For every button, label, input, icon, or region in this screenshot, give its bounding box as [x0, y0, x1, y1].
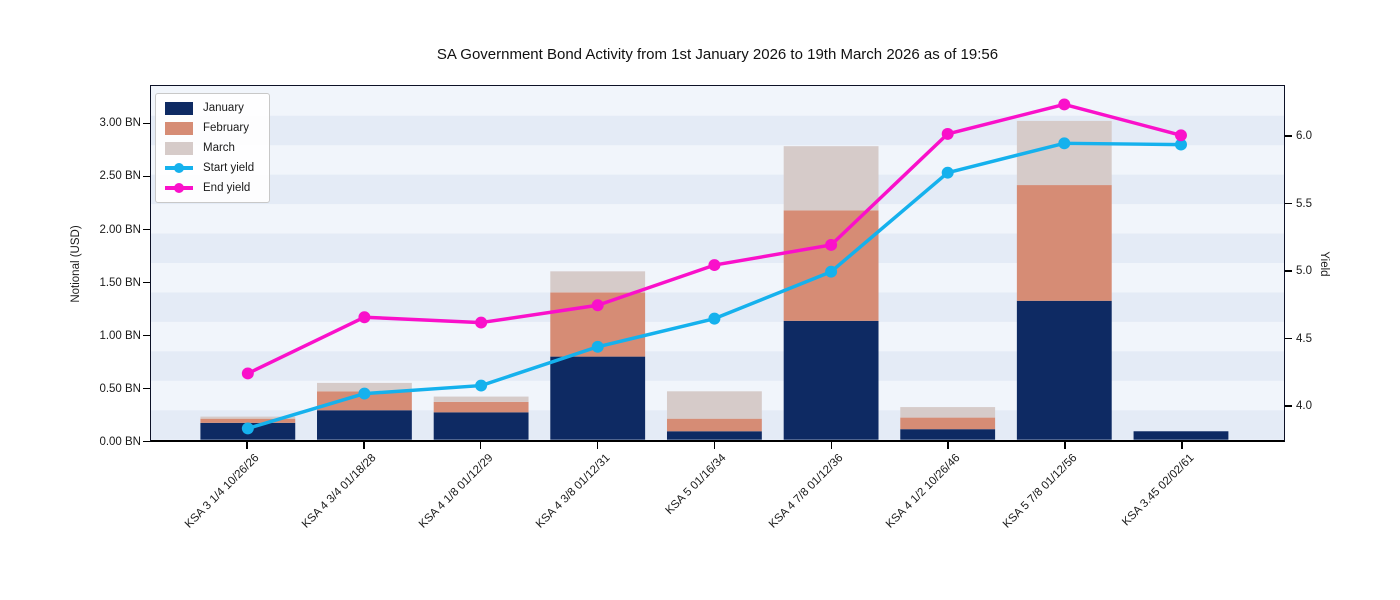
march-color-swatch-icon [165, 141, 193, 155]
legend-item-february: February [165, 121, 254, 135]
right-tick-label: 4.5 [1296, 332, 1312, 345]
legend-item-end-yield: End yield [165, 181, 254, 195]
left-tick-label: 1.00 BN [99, 329, 141, 342]
x-tick-mark [479, 442, 482, 449]
legend-label-february: February [203, 122, 250, 134]
right-tick-mark [1285, 337, 1292, 340]
plot-area: January February March Start yield [150, 85, 1285, 442]
x-category-label: KSA 3 1/4 10/26/26 [182, 452, 262, 531]
legend-label-march: March [203, 142, 235, 154]
x-tick-mark [363, 442, 365, 449]
february-color-swatch-icon [165, 121, 193, 135]
left-tick-mark [143, 175, 150, 178]
right-tick-label: 6.0 [1296, 130, 1312, 142]
left-tick-label: 2.00 BN [99, 223, 141, 236]
left-tick-mark [143, 334, 150, 337]
left-tick-mark [143, 387, 150, 390]
left-tick-mark [143, 122, 150, 125]
x-tick-mark [830, 442, 832, 449]
x-tick-mark [596, 442, 599, 449]
x-tick-mark [947, 442, 949, 449]
left-tick-mark [143, 281, 150, 284]
legend-item-march: March [165, 141, 254, 155]
legend-item-start-yield: Start yield [165, 161, 254, 175]
right-tick-label: 5.5 [1296, 197, 1312, 210]
left-tick-mark [143, 228, 150, 231]
right-tick-mark [1285, 270, 1292, 272]
x-tick-mark [1181, 442, 1183, 449]
chart-title: SA Government Bond Activity from 1st Jan… [436, 46, 999, 63]
january-color-swatch-icon [165, 101, 193, 115]
x-tick-mark [246, 442, 248, 449]
left-tick-label: 3.00 BN [99, 117, 141, 130]
x-tick-mark [1064, 442, 1066, 449]
right-tick-label: 5.0 [1296, 265, 1312, 277]
legend: January February March Start yield [155, 93, 271, 203]
right-tick-label: 4.0 [1296, 400, 1312, 412]
right-axis-title: Yield [1318, 251, 1330, 277]
right-tick-mark [1285, 405, 1292, 407]
legend-label-january: January [203, 102, 244, 114]
left-tick-mark [143, 440, 150, 443]
start-yield-line-marker-icon [165, 162, 193, 175]
legend-item-january: January [165, 101, 254, 115]
left-tick-label: 2.50 BN [99, 170, 141, 183]
legend-label-start-yield: Start yield [203, 162, 255, 174]
right-tick-mark [1285, 202, 1292, 205]
left-axis-title: Notional (USD) [70, 225, 82, 303]
left-tick-label: 1.50 BN [99, 276, 141, 289]
chart-canvas [151, 86, 1284, 440]
left-tick-label: 0.00 BN [99, 435, 141, 448]
end-yield-line-marker-icon [165, 182, 193, 195]
right-tick-mark [1285, 135, 1292, 137]
legend-label-end-yield: End yield [203, 182, 251, 194]
left-tick-label: 0.50 BN [99, 382, 141, 395]
x-tick-mark [713, 442, 716, 449]
